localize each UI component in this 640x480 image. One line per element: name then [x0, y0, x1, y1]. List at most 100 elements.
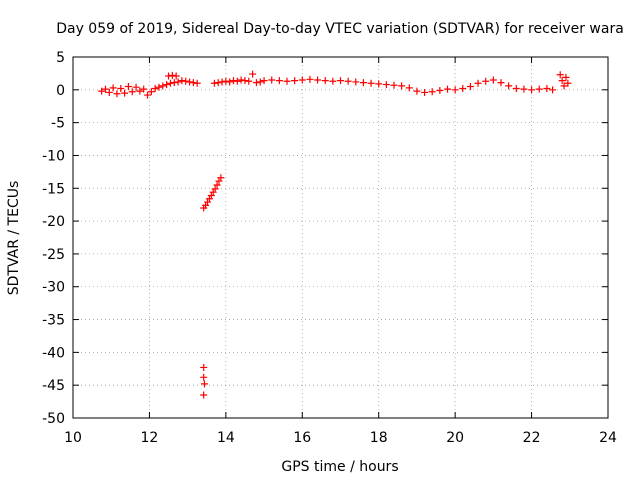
data-point	[168, 71, 176, 79]
data-point	[436, 86, 444, 94]
data-point	[291, 77, 299, 85]
data-point	[321, 77, 329, 85]
data-point	[189, 79, 197, 87]
data-point	[182, 77, 190, 85]
x-tick-label: 18	[370, 430, 388, 446]
data-point	[124, 83, 132, 91]
data-point	[200, 363, 208, 371]
data-point	[482, 77, 490, 85]
plot-frame	[72, 56, 609, 419]
y-tick-label: -30	[42, 280, 65, 296]
data-point	[170, 79, 178, 87]
data-point	[283, 77, 291, 85]
data-point	[543, 85, 551, 93]
y-tick-label: -20	[42, 214, 65, 230]
data-point	[252, 79, 260, 87]
y-tick-label: -5	[51, 116, 65, 132]
data-point	[268, 76, 276, 84]
grid-lines	[73, 57, 608, 418]
data-point	[352, 78, 360, 86]
data-point	[217, 174, 225, 182]
data-point	[237, 76, 245, 84]
data-point	[233, 77, 241, 85]
data-point	[535, 85, 543, 93]
data-point	[367, 79, 375, 87]
data-point	[444, 85, 451, 93]
data-point	[428, 88, 436, 96]
data-point	[528, 86, 536, 94]
data-point	[200, 373, 208, 381]
data-point	[556, 71, 564, 79]
data-point	[211, 185, 219, 193]
data-point	[413, 87, 421, 95]
tick-labels: 10 12 14 16 18 20 22 24 5 0 -5 -10 -15 -20 -25 -30 -35 -4…	[42, 50, 617, 446]
data-point	[421, 88, 429, 96]
data-point	[105, 88, 113, 96]
data-point	[230, 77, 237, 85]
x-tick-label: 20	[446, 430, 464, 446]
data-point	[564, 79, 572, 87]
data-point	[505, 82, 513, 90]
data-point	[249, 70, 257, 78]
data-point	[121, 89, 129, 97]
y-axis-label: SDTVAR / TECUs	[6, 181, 22, 296]
y-tick-label: 5	[56, 50, 65, 66]
data-point	[337, 77, 344, 85]
data-point	[245, 77, 253, 85]
data-point	[390, 81, 398, 89]
data-point	[306, 75, 314, 83]
data-point	[117, 85, 125, 93]
data-point	[459, 85, 467, 93]
data-point	[256, 78, 264, 86]
data-point	[314, 76, 322, 84]
y-tick-label: -35	[42, 313, 65, 329]
x-axis-label: GPS time / hours	[281, 459, 398, 475]
data-point	[132, 83, 140, 91]
data-series-sdtvar	[98, 70, 572, 399]
data-point	[241, 77, 249, 85]
data-point	[560, 82, 568, 90]
x-tick-label: 16	[293, 430, 311, 446]
data-point	[136, 87, 144, 95]
y-tick-label: -50	[42, 411, 65, 427]
data-point	[466, 83, 474, 91]
data-point	[344, 77, 352, 85]
data-point	[186, 78, 194, 86]
data-point	[109, 84, 117, 92]
y-tick-label: -10	[42, 148, 65, 164]
data-point	[98, 87, 106, 95]
data-point	[398, 82, 406, 90]
data-point	[172, 72, 180, 80]
data-point	[549, 86, 557, 94]
data-point	[200, 380, 208, 388]
data-point	[451, 86, 459, 94]
data-point	[474, 79, 482, 87]
data-point	[193, 79, 201, 87]
data-point	[405, 84, 413, 92]
data-point	[166, 79, 174, 87]
y-tick-label: -15	[42, 181, 65, 197]
data-point	[497, 79, 505, 87]
data-point	[101, 85, 109, 93]
data-point	[210, 79, 218, 87]
data-point	[140, 85, 148, 93]
data-point	[147, 88, 155, 96]
y-tick-label: -25	[42, 247, 65, 263]
data-point	[222, 77, 230, 85]
data-point	[200, 391, 208, 399]
x-tick-label: 14	[217, 430, 235, 446]
y-tick-label: -45	[42, 378, 65, 394]
data-point	[213, 181, 221, 189]
data-point	[159, 82, 167, 90]
data-point	[165, 72, 173, 80]
data-point	[275, 77, 283, 85]
data-point	[382, 81, 390, 89]
data-point	[489, 76, 497, 84]
data-point	[174, 78, 182, 86]
data-point	[512, 85, 520, 93]
data-point	[226, 78, 234, 86]
data-point	[329, 77, 337, 85]
data-point	[144, 91, 152, 99]
data-point	[562, 73, 570, 81]
